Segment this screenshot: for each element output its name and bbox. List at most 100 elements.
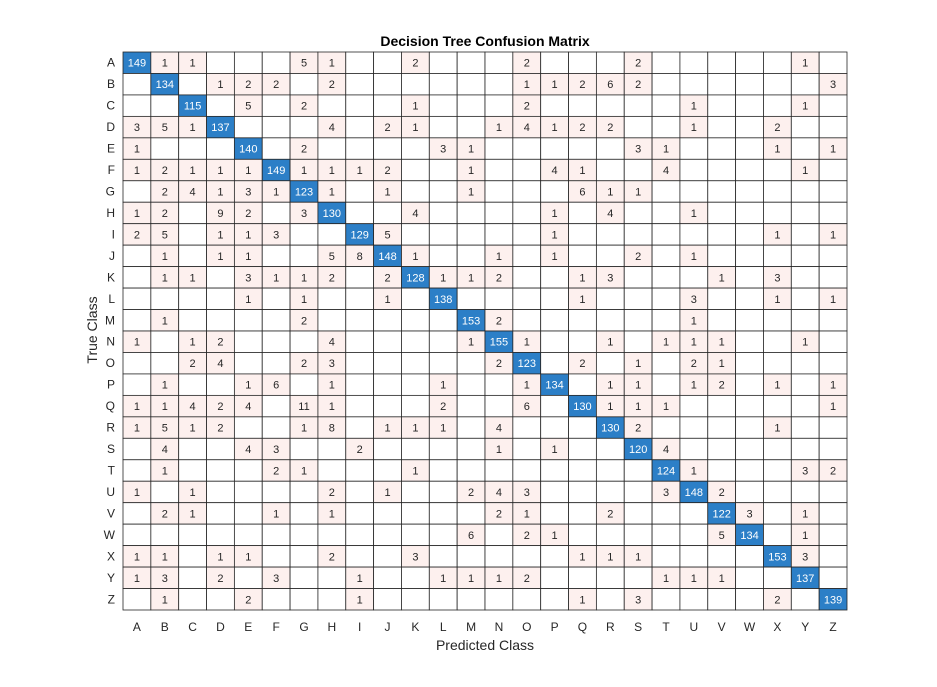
matrix-cell-T-O — [512, 459, 542, 482]
x-tick-label-K: K — [411, 620, 419, 634]
matrix-cell-G-V — [707, 180, 737, 203]
cell-value-J-B: 1 — [162, 251, 168, 263]
matrix-cell-L-W — [735, 287, 764, 310]
cell-value-T-K: 1 — [412, 466, 418, 478]
cell-value-Q-C: 4 — [190, 401, 196, 413]
matrix-cell-C-X — [763, 94, 792, 117]
matrix-cell-W-K — [401, 523, 430, 547]
cell-value-M-M: 153 — [462, 315, 480, 327]
cell-value-N-U: 1 — [691, 337, 697, 349]
matrix-cell-A-Z — [818, 51, 848, 74]
matrix-cell-R-E — [233, 416, 263, 439]
matrix-cell-I-G — [289, 223, 319, 246]
cell-value-X-S: 1 — [635, 551, 641, 563]
matrix-cell-J-O — [512, 244, 542, 268]
matrix-cell-S-L — [428, 437, 458, 461]
matrix-cell-E-Q — [568, 137, 597, 160]
matrix-cell-O-M — [456, 352, 486, 375]
matrix-cell-Z-R — [595, 588, 625, 611]
cell-value-H-R: 4 — [607, 208, 613, 220]
cell-value-F-F: 149 — [267, 165, 285, 177]
matrix-cell-N-P — [540, 330, 569, 353]
matrix-cell-N-I — [345, 330, 375, 353]
cell-value-S-I: 2 — [357, 444, 363, 456]
x-tick-label-E: E — [244, 620, 252, 634]
cell-value-G-S: 1 — [635, 187, 641, 199]
matrix-cell-A-T — [651, 51, 681, 74]
x-tick-label-S: S — [634, 620, 642, 634]
y-tick-label-X: X — [107, 549, 115, 563]
matrix-cell-M-R — [595, 309, 625, 332]
matrix-cell-O-Y — [790, 352, 820, 375]
matrix-cell-Q-V — [707, 394, 737, 418]
cell-value-Q-O: 6 — [524, 401, 530, 413]
matrix-cell-I-S — [623, 223, 653, 246]
cell-value-I-I: 129 — [351, 229, 369, 241]
y-tick-label-U: U — [106, 485, 115, 499]
cell-value-D-Q: 2 — [579, 122, 585, 134]
cell-value-W-Y: 1 — [802, 530, 808, 542]
matrix-cell-R-Y — [790, 416, 820, 439]
y-tick-label-S: S — [107, 442, 115, 456]
cell-value-I-B: 5 — [162, 229, 168, 241]
y-tick-label-B: B — [107, 77, 115, 91]
cell-value-F-A: 1 — [134, 165, 140, 177]
matrix-cell-V-L — [428, 502, 458, 525]
matrix-cell-W-U — [679, 523, 709, 547]
cell-value-R-N: 4 — [496, 423, 502, 435]
cell-value-Q-T: 1 — [663, 401, 669, 413]
x-tick-label-F: F — [272, 620, 279, 634]
matrix-cell-M-Y — [790, 309, 820, 332]
matrix-cell-X-V — [707, 545, 737, 568]
matrix-cell-C-V — [707, 94, 737, 117]
cell-value-H-H: 130 — [323, 208, 341, 220]
cell-value-E-Z: 1 — [830, 144, 836, 156]
matrix-cell-D-W — [735, 115, 764, 139]
y-tick-label-C: C — [106, 99, 115, 113]
cell-value-H-U: 1 — [691, 208, 697, 220]
matrix-cell-O-Z — [818, 352, 848, 375]
cell-value-F-P: 4 — [552, 165, 558, 177]
matrix-cell-G-Y — [790, 180, 820, 203]
matrix-cell-N-E — [233, 330, 263, 353]
cell-value-Z-X: 2 — [774, 594, 780, 606]
cell-value-N-A: 1 — [134, 337, 140, 349]
matrix-cell-E-F — [261, 137, 291, 160]
matrix-cell-M-K — [401, 309, 430, 332]
matrix-cell-M-Z — [818, 309, 848, 332]
cell-value-L-U: 3 — [691, 294, 697, 306]
matrix-cell-H-Y — [790, 201, 820, 225]
matrix-cell-V-M — [456, 502, 486, 525]
matrix-cell-N-L — [428, 330, 458, 353]
y-tick-label-J: J — [109, 249, 115, 263]
cell-value-U-V: 2 — [719, 487, 725, 499]
matrix-cell-Z-K — [401, 588, 430, 611]
matrix-cell-M-O — [512, 309, 542, 332]
matrix-cell-V-I — [345, 502, 375, 525]
cell-value-V-Y: 1 — [802, 508, 808, 520]
matrix-cell-I-V — [707, 223, 737, 246]
cell-value-S-N: 1 — [496, 444, 502, 456]
cell-value-O-O: 123 — [518, 358, 536, 370]
matrix-cell-N-J — [373, 330, 402, 353]
matrix-cell-S-O — [512, 437, 542, 461]
cell-value-A-H: 1 — [329, 58, 335, 70]
matrix-cell-K-P — [540, 266, 569, 289]
matrix-cell-D-Y — [790, 115, 820, 139]
matrix-cell-R-V — [707, 416, 737, 439]
x-tick-label-O: O — [522, 620, 531, 634]
matrix-cell-Y-K — [401, 566, 430, 589]
cell-value-N-H: 4 — [329, 337, 335, 349]
matrix-cell-S-U — [679, 437, 709, 461]
matrix-cell-B-T — [651, 73, 681, 96]
matrix-cell-C-I — [345, 94, 375, 117]
matrix-cell-J-A — [122, 244, 152, 268]
cell-value-D-O: 4 — [524, 122, 530, 134]
y-tick-label-G: G — [106, 185, 115, 199]
cell-value-I-E: 1 — [245, 229, 251, 241]
cell-value-Z-I: 1 — [357, 594, 363, 606]
cell-value-B-D: 1 — [217, 79, 223, 91]
matrix-cell-W-S — [623, 523, 653, 547]
matrix-cell-U-X — [763, 480, 792, 504]
